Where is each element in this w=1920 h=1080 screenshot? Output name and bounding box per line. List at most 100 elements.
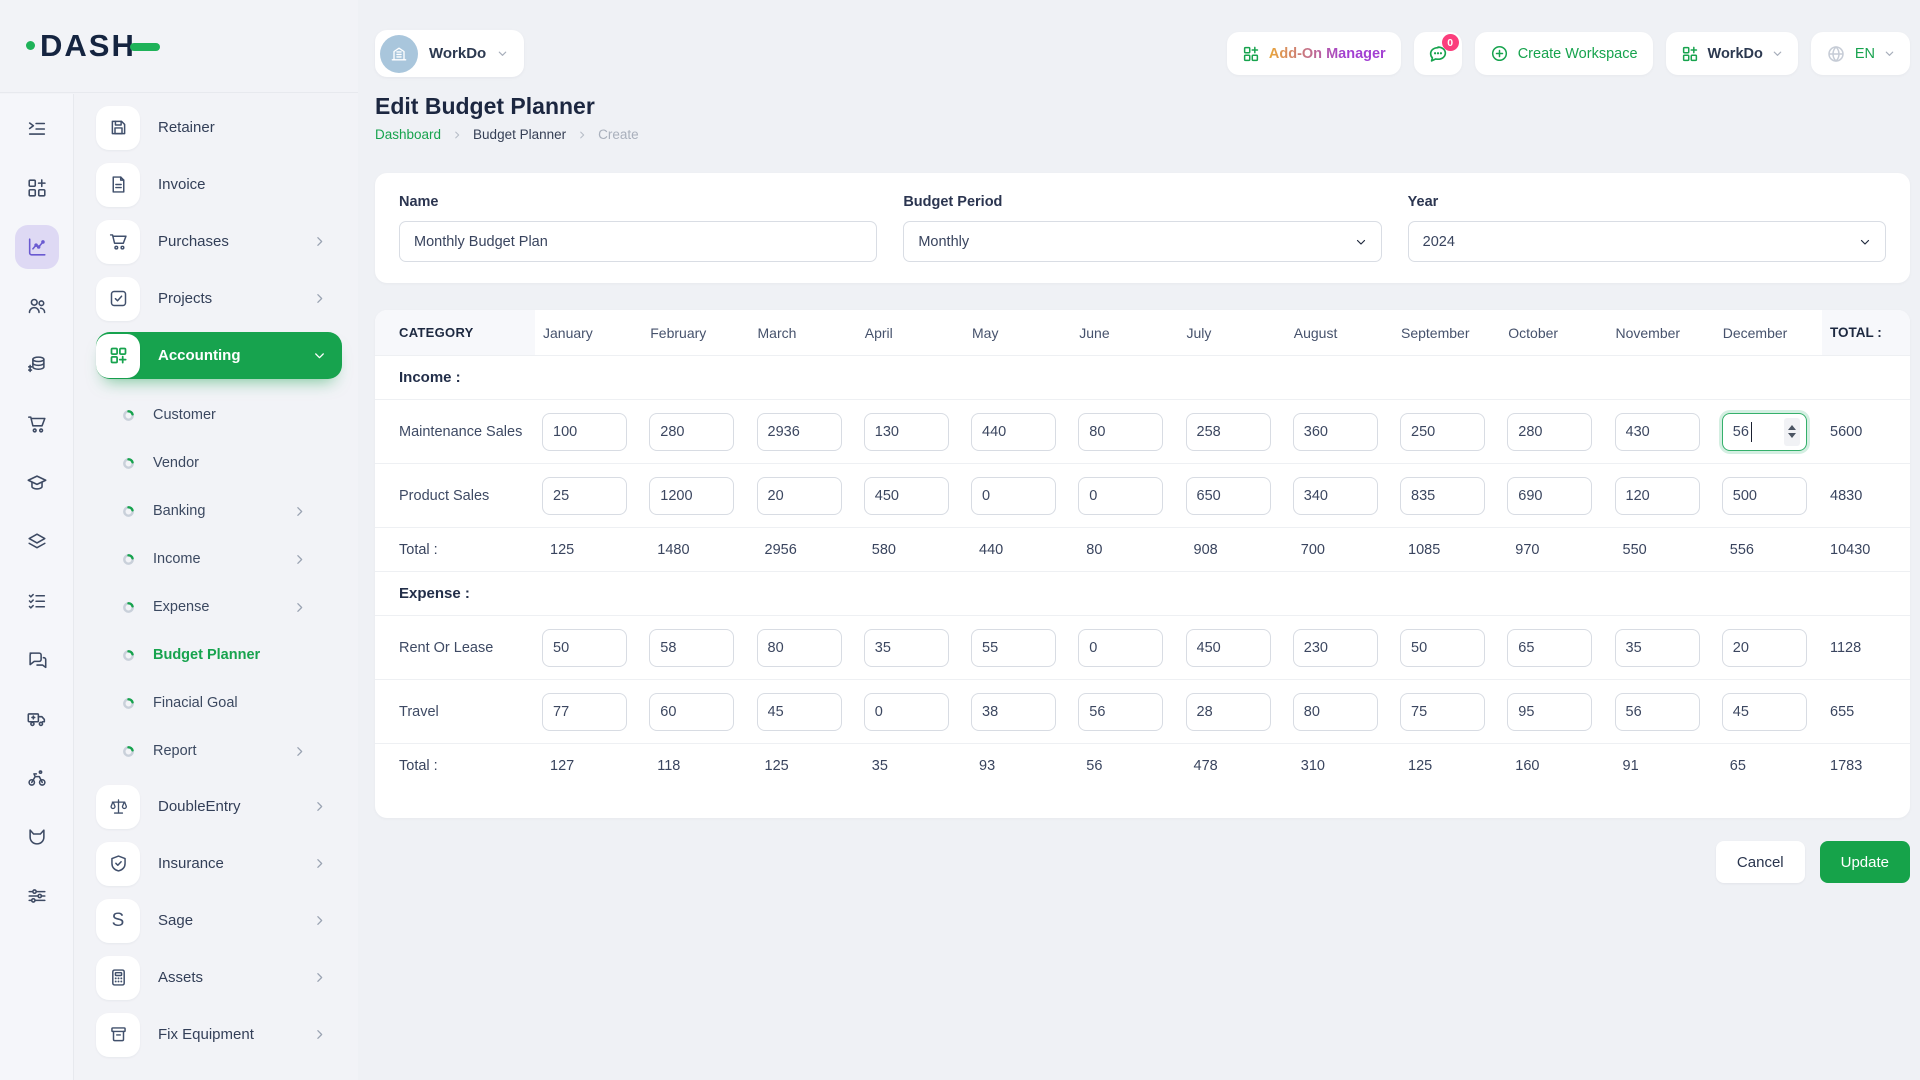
amount-input-travel-february[interactable] [649, 692, 735, 731]
layers-icon[interactable] [15, 520, 59, 564]
sidebar-subitem-customer[interactable]: Customer [96, 391, 342, 439]
amount-input-product-sales-june[interactable] [1078, 476, 1164, 515]
amount-input-rent-or-lease-february[interactable] [649, 628, 735, 667]
amount-input-product-sales-september[interactable] [1400, 476, 1485, 515]
users-icon[interactable] [15, 284, 59, 328]
breadcrumb-dashboard-link[interactable]: Dashboard [375, 127, 442, 142]
addon-manager-button[interactable]: Add-On Manager [1226, 32, 1401, 75]
amount-input-product-sales-february[interactable] [649, 476, 735, 515]
amount-input-maintenance-sales-september[interactable] [1400, 412, 1485, 451]
sidebar-item-projects[interactable]: Projects [96, 275, 342, 322]
playlist-menu-icon[interactable] [15, 107, 59, 151]
sidebar-subitem-vendor[interactable]: Vendor [96, 439, 342, 487]
amount-input-maintenance-sales-may[interactable] [971, 412, 1056, 451]
sidebar-subitem-budget-planner[interactable]: Budget Planner [96, 631, 342, 679]
amount-input-travel-april[interactable] [863, 692, 949, 731]
topbar: WorkDo Add-On Manager 0 [375, 30, 1910, 77]
dash-logo[interactable]: DASH [26, 28, 160, 64]
sidebar-item-doubleentry[interactable]: DoubleEntry [96, 783, 342, 830]
amount-input-rent-or-lease-july[interactable] [1185, 628, 1271, 667]
sidebar-subitem-banking[interactable]: Banking [96, 487, 342, 535]
amount-input-product-sales-april[interactable] [863, 476, 949, 515]
amount-input-maintenance-sales-january[interactable] [542, 412, 627, 451]
update-button[interactable]: Update [1819, 841, 1910, 883]
chat-messages-icon[interactable] [15, 638, 59, 682]
amount-input-rent-or-lease-september[interactable] [1400, 628, 1485, 667]
sidebar-item-insurance[interactable]: Insurance [96, 840, 342, 887]
bullet-icon [122, 409, 135, 422]
amount-input-product-sales-january[interactable] [542, 476, 627, 515]
sidebar-item-invoice[interactable]: Invoice [96, 161, 342, 208]
number-spinner[interactable] [1783, 417, 1800, 446]
shopping-cart-icon[interactable] [15, 402, 59, 446]
amount-input-travel-september[interactable] [1400, 692, 1485, 731]
amount-input-rent-or-lease-december[interactable] [1721, 628, 1807, 667]
cancel-button[interactable]: Cancel [1715, 841, 1805, 883]
sidebar-item-sage[interactable]: S Sage [96, 897, 342, 944]
year-select[interactable]: 2024 [1407, 221, 1886, 262]
budget-period-select[interactable]: Monthly [903, 221, 1382, 262]
workspace-pill[interactable]: WorkDo [375, 30, 525, 77]
amount-input-travel-december[interactable] [1721, 692, 1807, 731]
amount-input-rent-or-lease-march[interactable] [756, 628, 842, 667]
sidebar-item-purchases[interactable]: Purchases [96, 218, 342, 265]
amount-input-travel-may[interactable] [971, 692, 1056, 731]
amount-input-travel-january[interactable] [542, 692, 627, 731]
amount-input-travel-october[interactable] [1507, 692, 1593, 731]
settings-sliders-icon[interactable] [15, 874, 59, 918]
amount-input-rent-or-lease-april[interactable] [863, 628, 949, 667]
sidebar-item-fix-equipment[interactable]: Fix Equipment [96, 1011, 342, 1058]
amount-input-rent-or-lease-august[interactable] [1292, 628, 1378, 667]
breadcrumb-budget-planner-link[interactable]: Budget Planner [473, 127, 567, 142]
sidebar-item-accounting[interactable]: Accounting [96, 332, 342, 379]
amount-input-travel-july[interactable] [1185, 692, 1271, 731]
sidebar-subitem-expense[interactable]: Expense [96, 583, 342, 631]
apps-grid-icon[interactable] [15, 166, 59, 210]
amount-input-travel-june[interactable] [1078, 692, 1164, 731]
amount-input-product-sales-may[interactable] [971, 476, 1056, 515]
messages-button[interactable]: 0 [1413, 32, 1462, 75]
sidebar-subitem-finacial-goal[interactable]: Finacial Goal [96, 679, 342, 727]
amount-input-rent-or-lease-may[interactable] [971, 628, 1056, 667]
name-input[interactable] [399, 221, 878, 262]
amount-input-product-sales-march[interactable] [756, 476, 842, 515]
amount-input-rent-or-lease-january[interactable] [542, 628, 627, 667]
workspace-switcher-button[interactable]: WorkDo [1665, 32, 1798, 75]
spinner-up-icon[interactable] [1787, 425, 1796, 430]
delivery-truck-icon[interactable] [15, 697, 59, 741]
amount-input-travel-november[interactable] [1614, 692, 1700, 731]
amount-input-maintenance-sales-march[interactable] [756, 412, 842, 451]
amount-input-maintenance-sales-june[interactable] [1078, 412, 1164, 451]
amount-input-maintenance-sales-october[interactable] [1507, 412, 1593, 451]
amount-input-maintenance-sales-april[interactable] [863, 412, 949, 451]
spinner-down-icon[interactable] [1787, 433, 1796, 438]
language-button[interactable]: EN [1810, 32, 1910, 75]
amount-input-travel-august[interactable] [1292, 692, 1378, 731]
amount-cell-product-sales-october [1500, 476, 1607, 515]
sidebar-item-assets[interactable]: Assets [96, 954, 342, 1001]
amount-input-maintenance-sales-july[interactable] [1185, 412, 1271, 451]
amount-input-maintenance-sales-august[interactable] [1292, 412, 1378, 451]
fox-head-icon[interactable] [15, 815, 59, 859]
task-checklist-icon[interactable] [15, 579, 59, 623]
amount-input-product-sales-december[interactable] [1721, 476, 1807, 515]
amount-input-rent-or-lease-october[interactable] [1507, 628, 1593, 667]
graduation-cap-icon[interactable] [15, 461, 59, 505]
create-workspace-button[interactable]: Create Workspace [1474, 32, 1653, 75]
amount-input-maintenance-sales-november[interactable] [1614, 412, 1700, 451]
amount-input-product-sales-august[interactable] [1292, 476, 1378, 515]
sidebar-subitem-income[interactable]: Income [96, 535, 342, 583]
chevron-right-icon [293, 553, 306, 566]
money-coins-icon[interactable] [15, 343, 59, 387]
sidebar-item-retainer[interactable]: Retainer [96, 104, 342, 151]
amount-input-product-sales-november[interactable] [1614, 476, 1700, 515]
analytics-chart-icon[interactable] [14, 225, 59, 269]
amount-input-travel-march[interactable] [756, 692, 842, 731]
amount-input-product-sales-july[interactable] [1185, 476, 1271, 515]
amount-input-product-sales-october[interactable] [1507, 476, 1593, 515]
amount-input-rent-or-lease-november[interactable] [1614, 628, 1700, 667]
sidebar-subitem-report[interactable]: Report [96, 727, 342, 775]
bike-rider-icon[interactable] [15, 756, 59, 800]
amount-input-maintenance-sales-february[interactable] [649, 412, 735, 451]
amount-input-rent-or-lease-june[interactable] [1078, 628, 1164, 667]
